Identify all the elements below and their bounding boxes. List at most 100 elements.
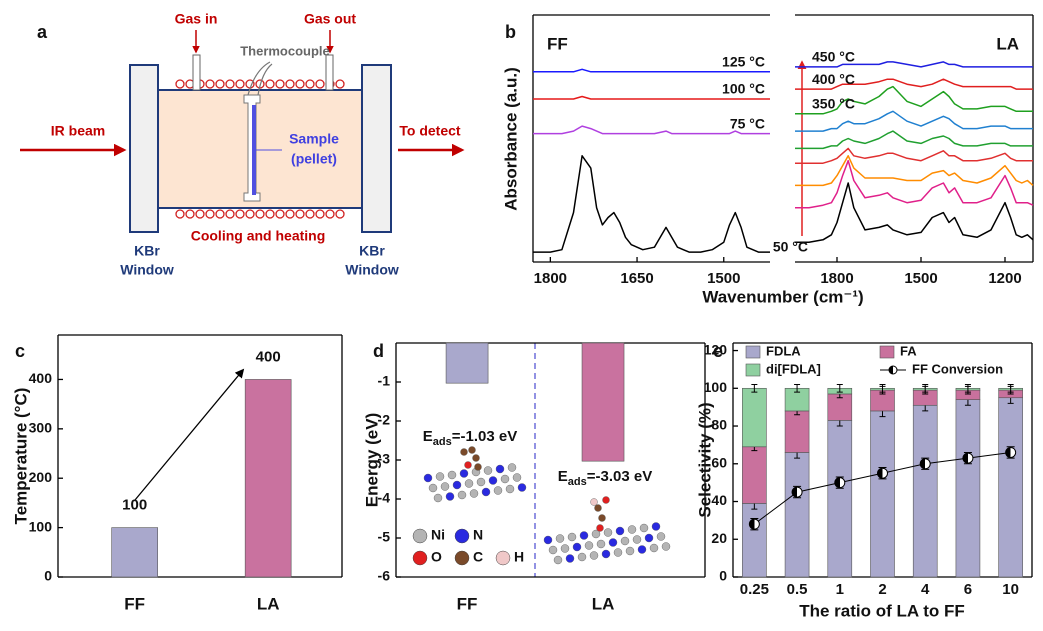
slab-atom: [601, 549, 611, 559]
legend-swatch: [745, 363, 761, 377]
atom-label: N: [473, 527, 483, 543]
slab-atom: [560, 544, 570, 553]
series-label: 100 °C: [722, 81, 765, 97]
slab-atom: [577, 552, 587, 562]
spectrum: [795, 147, 1033, 164]
y-axis-label: Absorbance (a.u.): [501, 67, 520, 211]
slab-atom: [579, 531, 589, 540]
spectrum: [533, 68, 770, 73]
coil: [225, 79, 235, 89]
coil: [235, 209, 245, 219]
series-label: 400 °C: [812, 71, 855, 87]
x-tick-label: 0.25: [740, 581, 769, 598]
atom-swatch: [495, 550, 511, 566]
error-bar: [751, 384, 758, 393]
y-tick-label: 400: [29, 370, 53, 386]
molecule-atom: [468, 446, 476, 454]
spectrum: [533, 125, 770, 135]
value-label: 400: [256, 348, 281, 365]
series-label: 350 °C: [812, 96, 855, 112]
conversion-point: [1005, 446, 1017, 458]
bar: [244, 379, 292, 578]
spectrum: [795, 130, 1033, 150]
x-tick-label: 6: [964, 581, 972, 598]
slab-atom: [656, 532, 666, 541]
label: IR beam: [51, 123, 105, 139]
label: (pellet): [291, 151, 337, 167]
bar-segment: [912, 404, 938, 578]
slab-atom: [488, 476, 498, 485]
slab-atom: [637, 545, 647, 554]
thermocouple-wire: [247, 61, 273, 96]
slab-atom: [495, 464, 505, 474]
error-bar: [964, 384, 971, 393]
y-tick-label: -1: [378, 373, 391, 389]
slab-atom: [483, 466, 493, 475]
coil: [185, 209, 195, 219]
coil: [315, 79, 325, 89]
coil: [175, 79, 185, 89]
molecule-atom: [464, 461, 472, 469]
atom-label: Ni: [431, 527, 445, 543]
panel-label: a: [37, 22, 48, 42]
molecule-atom: [460, 448, 468, 456]
slab-atom: [440, 482, 450, 491]
bar-segment: [870, 410, 895, 578]
bar-segment: [827, 420, 853, 578]
coil: [295, 209, 305, 219]
label: Window: [120, 262, 174, 278]
y-axis-label: Energy (eV): [362, 413, 381, 507]
spectrum: [795, 110, 1033, 132]
coil: [265, 209, 275, 219]
spectrum: [533, 95, 770, 100]
coil: [285, 209, 295, 219]
y-tick-label: 100: [29, 518, 53, 534]
slab-atom: [452, 480, 462, 490]
annotation-text: E: [558, 468, 568, 485]
x-tick-label: 10: [1002, 581, 1019, 598]
bar-segment: [784, 410, 810, 453]
y-tick-label: 120: [704, 341, 728, 357]
value-label: 100: [122, 497, 147, 514]
series-label: 450 °C: [812, 49, 855, 65]
coil: [325, 209, 335, 219]
y-tick-label: -3: [378, 451, 391, 467]
conversion-point: [834, 477, 846, 489]
y-axis-label: Temperature (°C): [11, 388, 30, 525]
slab-atom: [428, 483, 438, 493]
y-tick-label: -4: [378, 490, 391, 506]
slab-atom: [507, 463, 517, 472]
slab-atom: [565, 554, 575, 563]
error-bar: [836, 384, 843, 393]
spectrum: [533, 155, 770, 253]
y-tick-label: 200: [29, 469, 53, 485]
y-tick-label: 40: [711, 492, 727, 508]
bar: [581, 342, 625, 462]
annotation-text: =-1.03 eV: [452, 428, 517, 445]
y-tick-label: 100: [704, 379, 728, 395]
conversion-point: [877, 467, 888, 479]
molecule-atom: [472, 454, 480, 462]
y-tick-label: 0: [44, 568, 52, 584]
kbr-window: [129, 64, 159, 233]
annotation-text: =-3.03 eV: [587, 468, 652, 485]
molecule-atom: [594, 504, 602, 512]
slab-atom: [615, 526, 625, 536]
coil: [205, 79, 215, 89]
coil: [315, 209, 325, 219]
conversion-point: [748, 518, 760, 530]
y-tick-label: 0: [719, 568, 727, 584]
molecule-atom: [474, 463, 482, 471]
conversion-point: [962, 452, 974, 464]
chamber: [158, 90, 362, 208]
chart-title: FF: [547, 34, 568, 53]
legend-swatch: [879, 345, 895, 359]
x-tick-label: 1800: [534, 270, 567, 287]
coil: [195, 209, 205, 219]
error-bar: [1007, 384, 1014, 393]
y-tick-label: -6: [378, 568, 391, 584]
annotation: Eads=-1.03 eV: [423, 428, 517, 448]
annotation-sub: ads: [568, 476, 587, 488]
spectrum: [795, 155, 1034, 187]
series-label: 75 °C: [730, 115, 765, 131]
